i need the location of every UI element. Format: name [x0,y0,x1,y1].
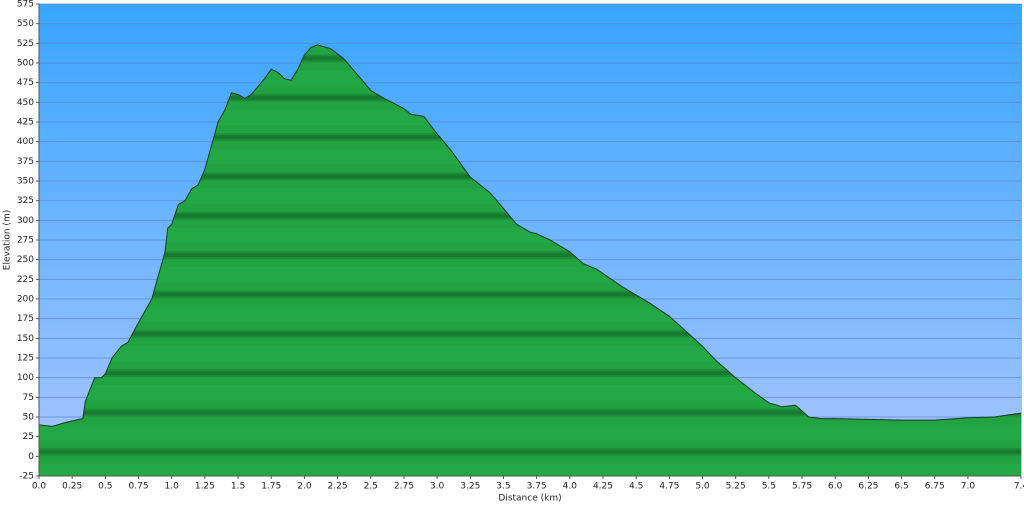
x-tick-label: 1.5 [231,482,245,492]
x-tick-label: 5.25 [726,482,746,492]
x-tick-label: 6.25 [858,482,878,492]
x-tick-label: 6.0 [828,482,843,492]
y-tick-label: -25 [19,472,34,482]
x-tick-label: 1.0 [165,482,180,492]
x-tick-label: 0.25 [62,482,82,492]
x-tick-label: 3.5 [496,482,510,492]
y-tick-label: 100 [17,373,34,383]
y-tick-label: 325 [17,196,34,206]
y-tick-label: 175 [17,314,34,324]
y-tick-label: 25 [23,432,34,442]
x-tick-label: 3.0 [430,482,445,492]
x-tick-label: 0.0 [32,482,47,492]
x-tick-label: 6.75 [925,482,945,492]
y-tick-label: 550 [17,19,34,29]
x-tick-label: 5.0 [695,482,710,492]
y-tick-label: 525 [17,39,34,49]
x-tick-label: 0.75 [129,482,149,492]
y-tick-label: 575 [17,0,34,10]
x-tick-label: 7.4 [1014,482,1024,492]
y-tick-label: 400 [17,137,34,147]
x-tick-label: 2.0 [297,482,312,492]
x-tick-label: 0.5 [98,482,112,492]
y-tick-label: 425 [17,118,34,128]
y-tick-label: 475 [17,78,34,88]
y-tick-label: 225 [17,275,34,285]
x-tick-label: 6.5 [894,482,908,492]
y-tick-label: 125 [17,354,34,364]
y-tick-label: 75 [23,393,34,403]
y-tick-label: 250 [17,255,34,265]
x-tick-label: 2.75 [394,482,414,492]
elevation-line [38,44,1022,427]
y-tick-label: 200 [17,295,34,305]
x-tick-label: 1.75 [261,482,281,492]
x-tick-label: 5.5 [762,482,776,492]
x-tick-label: 1.25 [195,482,215,492]
x-tick-label: 4.25 [593,482,613,492]
x-tick-label: 3.75 [527,482,547,492]
x-axis-label: Distance (km) [498,494,561,504]
x-tick-label: 4.75 [659,482,679,492]
x-tick-label: 5.75 [792,482,812,492]
elevation-area [39,44,1021,477]
y-tick-label: 350 [17,177,34,187]
x-tick-label: 2.25 [328,482,348,492]
x-tick-label: 3.25 [460,482,480,492]
y-tick-label: 300 [17,216,34,226]
y-tick-label: 150 [17,334,34,344]
x-tick-label: 4.0 [563,482,578,492]
y-tick-label: 275 [17,236,34,246]
y-axis-label: Elevation (m) [3,210,13,270]
y-tick-label: 50 [23,413,35,423]
y-tick-label: 500 [17,59,34,69]
x-tick-label: 7.0 [961,482,976,492]
y-tick-label: 375 [17,157,34,167]
x-tick-label: 2.5 [364,482,378,492]
y-tick-label: 0 [28,452,34,462]
y-tick-label: 450 [17,98,34,108]
x-tick-label: 4.5 [629,482,643,492]
